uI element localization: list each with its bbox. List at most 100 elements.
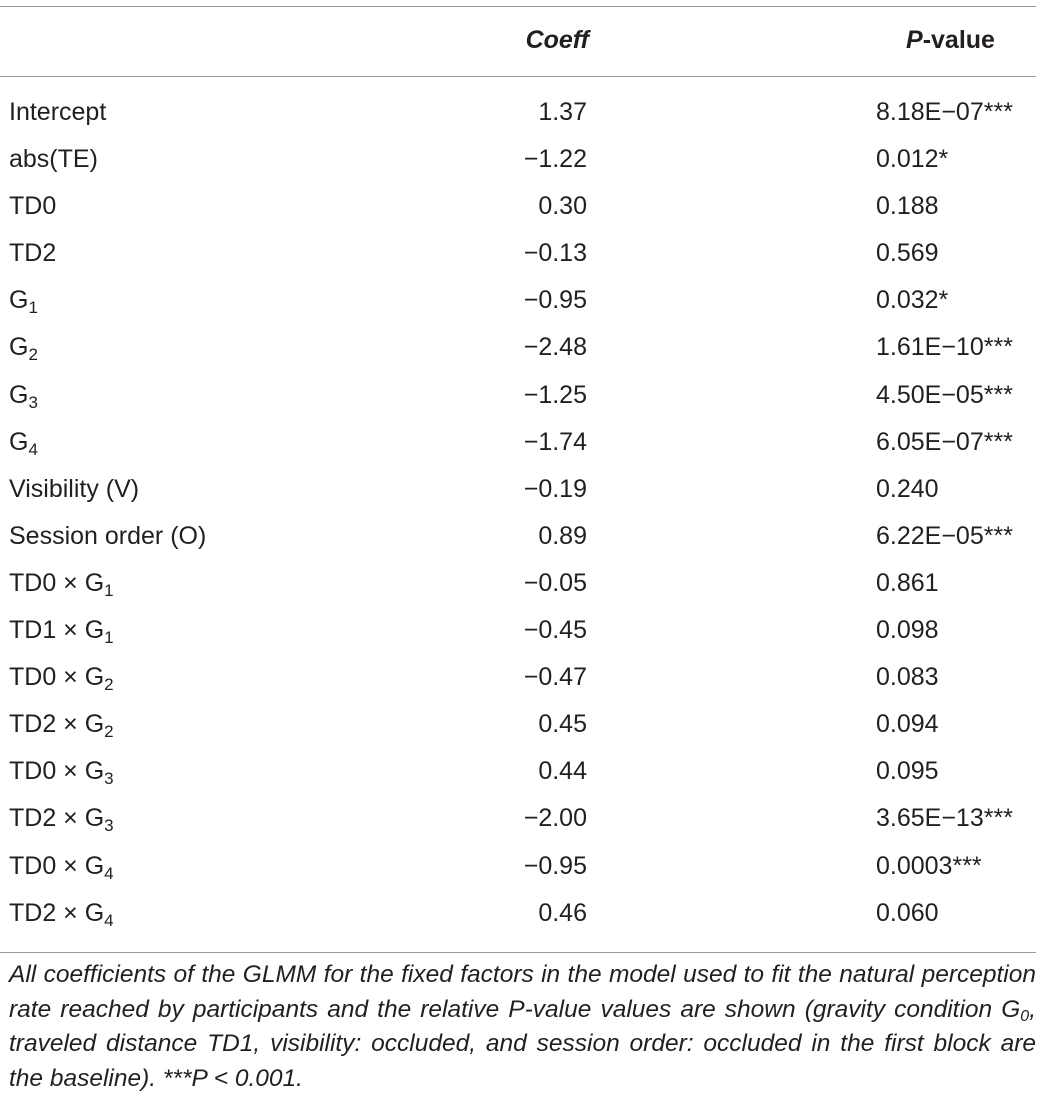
term-subscript: 2 — [104, 675, 114, 695]
header-rule — [0, 76, 1036, 77]
table-row: Session order (O) 0.89 6.22E−05*** — [0, 513, 1042, 560]
coeff-cell: −0.45 — [523, 616, 587, 645]
term-cell: TD2 — [9, 230, 56, 277]
term-label: G — [9, 286, 29, 315]
coeff-cell: 1.37 — [538, 98, 587, 126]
caption-part2: , traveled distance TD1, visibility: occ… — [9, 995, 1036, 1092]
pvalue-cell: 1.61E−10*** — [876, 333, 1013, 362]
term-label: Visibility (V) — [9, 474, 140, 503]
term-label: TD2 — [9, 239, 57, 268]
term-cell: TD0 × G3 — [9, 748, 114, 795]
term-cell: TD1 × G1 — [9, 607, 114, 654]
pvalue-cell: 0.095 — [876, 757, 939, 786]
term-cell: Session order (O) — [9, 513, 206, 560]
pvalue-header-p: P — [906, 26, 923, 54]
term-cell: TD0 × G2 — [9, 654, 114, 701]
term-cell: G2 — [9, 324, 38, 371]
coeff-cell: −0.05 — [523, 568, 587, 597]
caption-sub: 0 — [1020, 1007, 1030, 1025]
term-subscript: 1 — [104, 628, 114, 648]
term-cell: Visibility (V) — [9, 466, 139, 513]
coeff-cell: 0.45 — [538, 710, 587, 739]
pvalue-cell: 0.032* — [876, 286, 949, 315]
coeff-cell: −1.25 — [523, 380, 587, 409]
coeff-cell: −1.74 — [523, 427, 587, 456]
term-label: TD2 × G — [9, 710, 105, 739]
column-header-coeff: Coeff — [525, 26, 589, 54]
coeff-cell: −2.48 — [523, 333, 587, 362]
pvalue-cell: 0.861 — [876, 568, 939, 597]
term-cell: TD0 × G1 — [9, 560, 114, 607]
table-row: G1 −0.95 0.032* — [0, 277, 1042, 324]
term-subscript: 1 — [28, 298, 38, 318]
coeff-cell: −0.19 — [523, 474, 587, 503]
term-subscript: 4 — [104, 863, 114, 883]
term-cell: TD0 × G4 — [9, 843, 114, 890]
term-label: Session order (O) — [9, 521, 207, 550]
term-label: Intercept — [9, 98, 107, 126]
pvalue-cell: 4.50E−05*** — [876, 380, 1013, 409]
pvalue-cell: 0.569 — [876, 239, 939, 268]
pvalue-cell: 3.65E−13*** — [876, 804, 1013, 833]
term-subscript: 3 — [104, 816, 114, 836]
term-label: TD0 × G — [9, 851, 105, 880]
term-label: abs(TE) — [9, 145, 98, 174]
coeff-cell: 0.44 — [538, 757, 587, 786]
pvalue-cell: 0.060 — [876, 898, 939, 927]
pvalue-header-rest: -value — [922, 26, 995, 54]
coeff-cell: −0.13 — [523, 239, 587, 268]
coeff-cell: 0.30 — [538, 192, 587, 221]
pvalue-cell: 0.240 — [876, 474, 939, 503]
term-cell: G3 — [9, 372, 38, 419]
term-label: TD1 × G — [9, 616, 105, 645]
pvalue-cell: 0.188 — [876, 192, 939, 221]
table-row: abs(TE) −1.22 0.012* — [0, 136, 1042, 183]
table-row: TD0 × G2 −0.47 0.083 — [0, 654, 1042, 701]
term-label: TD2 × G — [9, 804, 105, 833]
pvalue-cell: 8.18E−07*** — [876, 98, 1013, 126]
term-subscript: 4 — [104, 910, 114, 930]
term-label: G — [9, 427, 29, 456]
caption-part1: All coefficients of the GLMM for the fix… — [9, 961, 1036, 1023]
term-subscript: 2 — [104, 722, 114, 742]
table-row: TD2 −0.13 0.569 — [0, 230, 1042, 277]
term-cell: TD0 — [9, 183, 56, 230]
table-row: TD2 × G4 0.46 0.060 — [0, 890, 1042, 937]
pvalue-cell: 0.083 — [876, 663, 939, 692]
table-row: Intercept 1.37 8.18E−07*** — [0, 89, 1042, 136]
term-subscript: 2 — [28, 345, 38, 365]
table-row: TD1 × G1 −0.45 0.098 — [0, 607, 1042, 654]
term-label: TD0 × G — [9, 757, 105, 786]
pvalue-cell: 0.0003*** — [876, 851, 982, 880]
coeff-cell: −2.00 — [523, 804, 587, 833]
term-cell: G1 — [9, 277, 38, 324]
pvalue-cell: 0.012* — [876, 145, 949, 174]
column-header-pvalue: P-value — [906, 22, 995, 58]
term-label: G — [9, 380, 29, 409]
top-rule — [0, 6, 1036, 7]
pvalue-cell: 6.05E−07*** — [876, 427, 1013, 456]
table-row: Visibility (V) −0.19 0.240 — [0, 466, 1042, 513]
coeff-cell: −0.47 — [523, 663, 587, 692]
term-label: TD0 × G — [9, 663, 105, 692]
term-subscript: 3 — [28, 392, 38, 412]
table-row: G2 −2.48 1.61E−10*** — [0, 324, 1042, 371]
table-row: TD0 × G3 0.44 0.095 — [0, 748, 1042, 795]
table-row: TD2 × G3 −2.00 3.65E−13*** — [0, 795, 1042, 842]
coeff-cell: 0.46 — [538, 898, 587, 927]
table-row: G4 −1.74 6.05E−07*** — [0, 419, 1042, 466]
term-subscript: 4 — [28, 439, 38, 459]
term-cell: Intercept — [9, 89, 106, 136]
term-cell: G4 — [9, 419, 38, 466]
table-row: TD2 × G2 0.45 0.094 — [0, 701, 1042, 748]
term-cell: TD2 × G2 — [9, 701, 114, 748]
coeff-cell: −0.95 — [523, 851, 587, 880]
term-label: TD0 — [9, 192, 57, 221]
term-subscript: 3 — [104, 769, 114, 789]
table-body: Intercept 1.37 8.18E−07*** abs(TE) −1.22 0.01… — [0, 89, 1042, 937]
term-subscript: 1 — [104, 580, 114, 600]
table-row: G3 −1.25 4.50E−05*** — [0, 372, 1042, 419]
table-caption: All coefficients of the GLMM for the fix… — [9, 958, 1036, 1096]
pvalue-cell: 0.094 — [876, 710, 939, 739]
